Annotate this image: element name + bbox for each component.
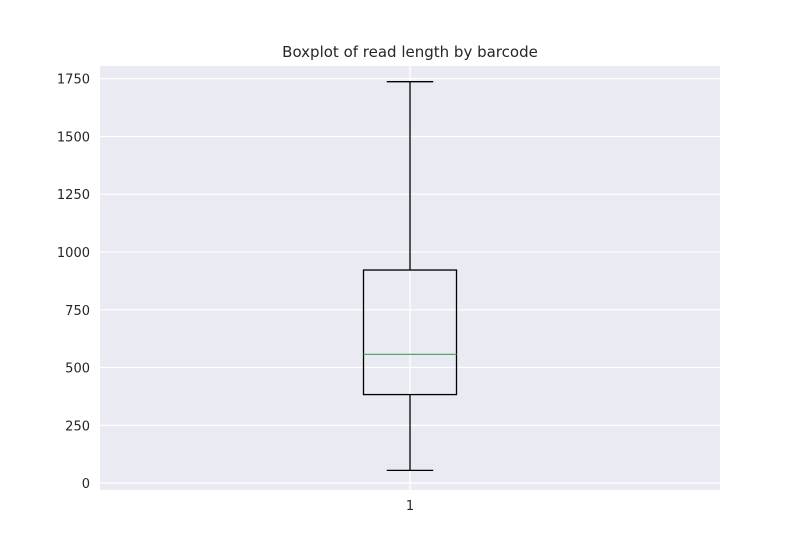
box-layer [362, 81, 458, 472]
y-tick-label: 250 [65, 419, 90, 434]
y-tick-label: 1250 [57, 188, 90, 203]
y-tick-label: 750 [65, 304, 90, 319]
y-tick-label: 0 [82, 477, 90, 492]
y-tick-label: 1000 [57, 246, 90, 261]
x-tick-labels: 1 [406, 499, 414, 514]
box-iqr [362, 269, 458, 396]
box-group [362, 81, 458, 472]
chart-title: Boxplot of read length by barcode [282, 43, 538, 61]
y-tick-labels: 0 250 500 750 1000 1250 1500 1750 [57, 73, 90, 492]
x-tick-label: 1 [406, 499, 414, 514]
y-tick-label: 1750 [57, 73, 90, 88]
y-tick-label: 1500 [57, 130, 90, 145]
y-tick-label: 500 [65, 362, 90, 377]
